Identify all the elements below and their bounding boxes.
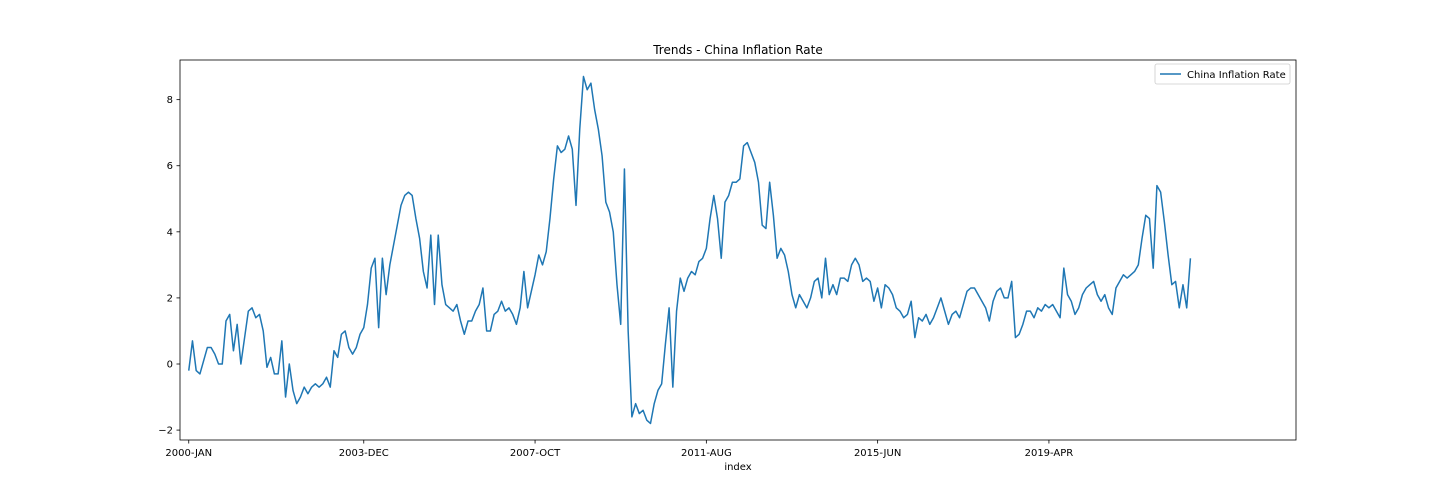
- plot-area: [188, 75, 1192, 425]
- x-axis: 2000-JAN 2003-DEC 2007-OCT 2011-AUG 2015-JUN…: [165, 440, 1073, 459]
- chart-title: Trends - China Inflation Rate: [652, 43, 823, 57]
- y-tick-label: 6: [167, 161, 173, 172]
- legend-entry-china-inflation-rate: China Inflation Rate: [1187, 70, 1286, 81]
- x-tick-label: 2003-DEC: [339, 448, 389, 459]
- x-tick-label: 2000-JAN: [165, 448, 212, 459]
- x-axis-label: index: [724, 462, 751, 473]
- plot-frame: [179, 59, 1297, 441]
- x-tick-label: 2015-JUN: [854, 448, 901, 459]
- legend-box: [1154, 63, 1291, 85]
- y-tick-label: 8: [167, 95, 173, 106]
- y-tick-label: 0: [167, 360, 173, 371]
- y-tick-label: 2: [167, 293, 173, 304]
- x-tick-label: 2019-APR: [1025, 448, 1074, 459]
- legend: China Inflation Rate: [1154, 63, 1291, 85]
- x-tick-label: 2007-OCT: [510, 448, 561, 459]
- x-tick-label: 2011-AUG: [681, 448, 732, 459]
- y-axis: −2 0 2 4 6 8: [158, 95, 180, 437]
- y-tick-label: 4: [167, 227, 173, 238]
- series-line-china-inflation-rate: [188, 75, 1192, 425]
- y-tick-label: −2: [158, 426, 173, 437]
